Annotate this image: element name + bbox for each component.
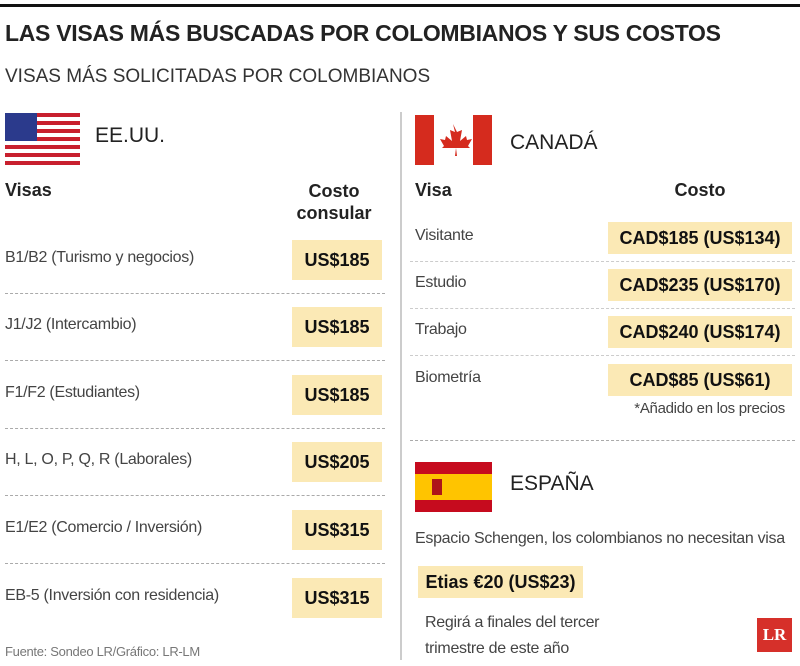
source: Fuente: Sondeo LR/Gráfico: LR-LM: [5, 644, 200, 659]
cost: CAD$240 (US$174): [608, 316, 792, 348]
canada-flag: [415, 115, 492, 165]
visa-name: E1/E2 (Comercio / Inversión): [5, 519, 203, 536]
country-name: EE.UU.: [95, 124, 166, 147]
cost: US$315: [292, 578, 382, 618]
note: *Añadido en los precios: [634, 400, 785, 417]
column-header: Visas: [5, 180, 52, 200]
separator: [5, 293, 385, 294]
cost: US$185: [292, 375, 382, 415]
column-header: Visa: [415, 180, 452, 200]
logo: LR: [763, 625, 787, 644]
column-header: Costo: [674, 180, 726, 200]
visa-name: Biometría: [415, 369, 481, 386]
cost: US$185: [292, 307, 382, 347]
separator: [5, 563, 385, 564]
country-name: CANADÁ: [510, 131, 598, 154]
title: LAS VISAS MÁS BUSCADAS POR COLOMBIANOS Y…: [5, 20, 721, 46]
separator: [410, 355, 795, 356]
cost: US$315: [292, 510, 382, 550]
visa-name: H, L, O, P, Q, R (Laborales): [5, 451, 192, 468]
separator: [410, 261, 795, 262]
separator: [410, 308, 795, 309]
visa-name: Estudio: [415, 274, 467, 291]
visa-name: F1/F2 (Estudiantes): [5, 384, 140, 401]
spain-flag: [415, 462, 492, 512]
cost: CAD$85 (US$61): [608, 364, 792, 396]
subtitle: VISAS MÁS SOLICITADAS POR COLOMBIANOS: [5, 66, 431, 87]
separator: [410, 440, 795, 441]
separator: [5, 428, 385, 429]
separator: [5, 495, 385, 496]
cost: US$205: [292, 442, 382, 482]
logo-box: [757, 618, 792, 652]
cost: US$185: [292, 240, 382, 280]
visa-name: Trabajo: [415, 321, 467, 338]
country-name: ESPAÑA: [510, 472, 594, 495]
text: Espacio Schengen, los colombianos no nec…: [415, 530, 785, 547]
note: Regirá a finales del tercer trimestre de…: [425, 614, 600, 657]
visa-name: J1/J2 (Intercambio): [5, 316, 137, 333]
cost: CAD$185 (US$134): [608, 222, 792, 254]
us-flag: [5, 113, 80, 165]
visa-name: B1/B2 (Turismo y negocios): [5, 249, 195, 266]
fee: Etias €20 (US$23): [418, 566, 583, 598]
cost: CAD$235 (US$170): [608, 269, 792, 301]
visa-name: Visitante: [415, 227, 474, 244]
separator: [5, 360, 385, 361]
top-rule: [0, 4, 800, 7]
column-header: Costo consular: [296, 181, 372, 223]
visa-name: EB-5 (Inversión con residencia): [5, 587, 219, 604]
